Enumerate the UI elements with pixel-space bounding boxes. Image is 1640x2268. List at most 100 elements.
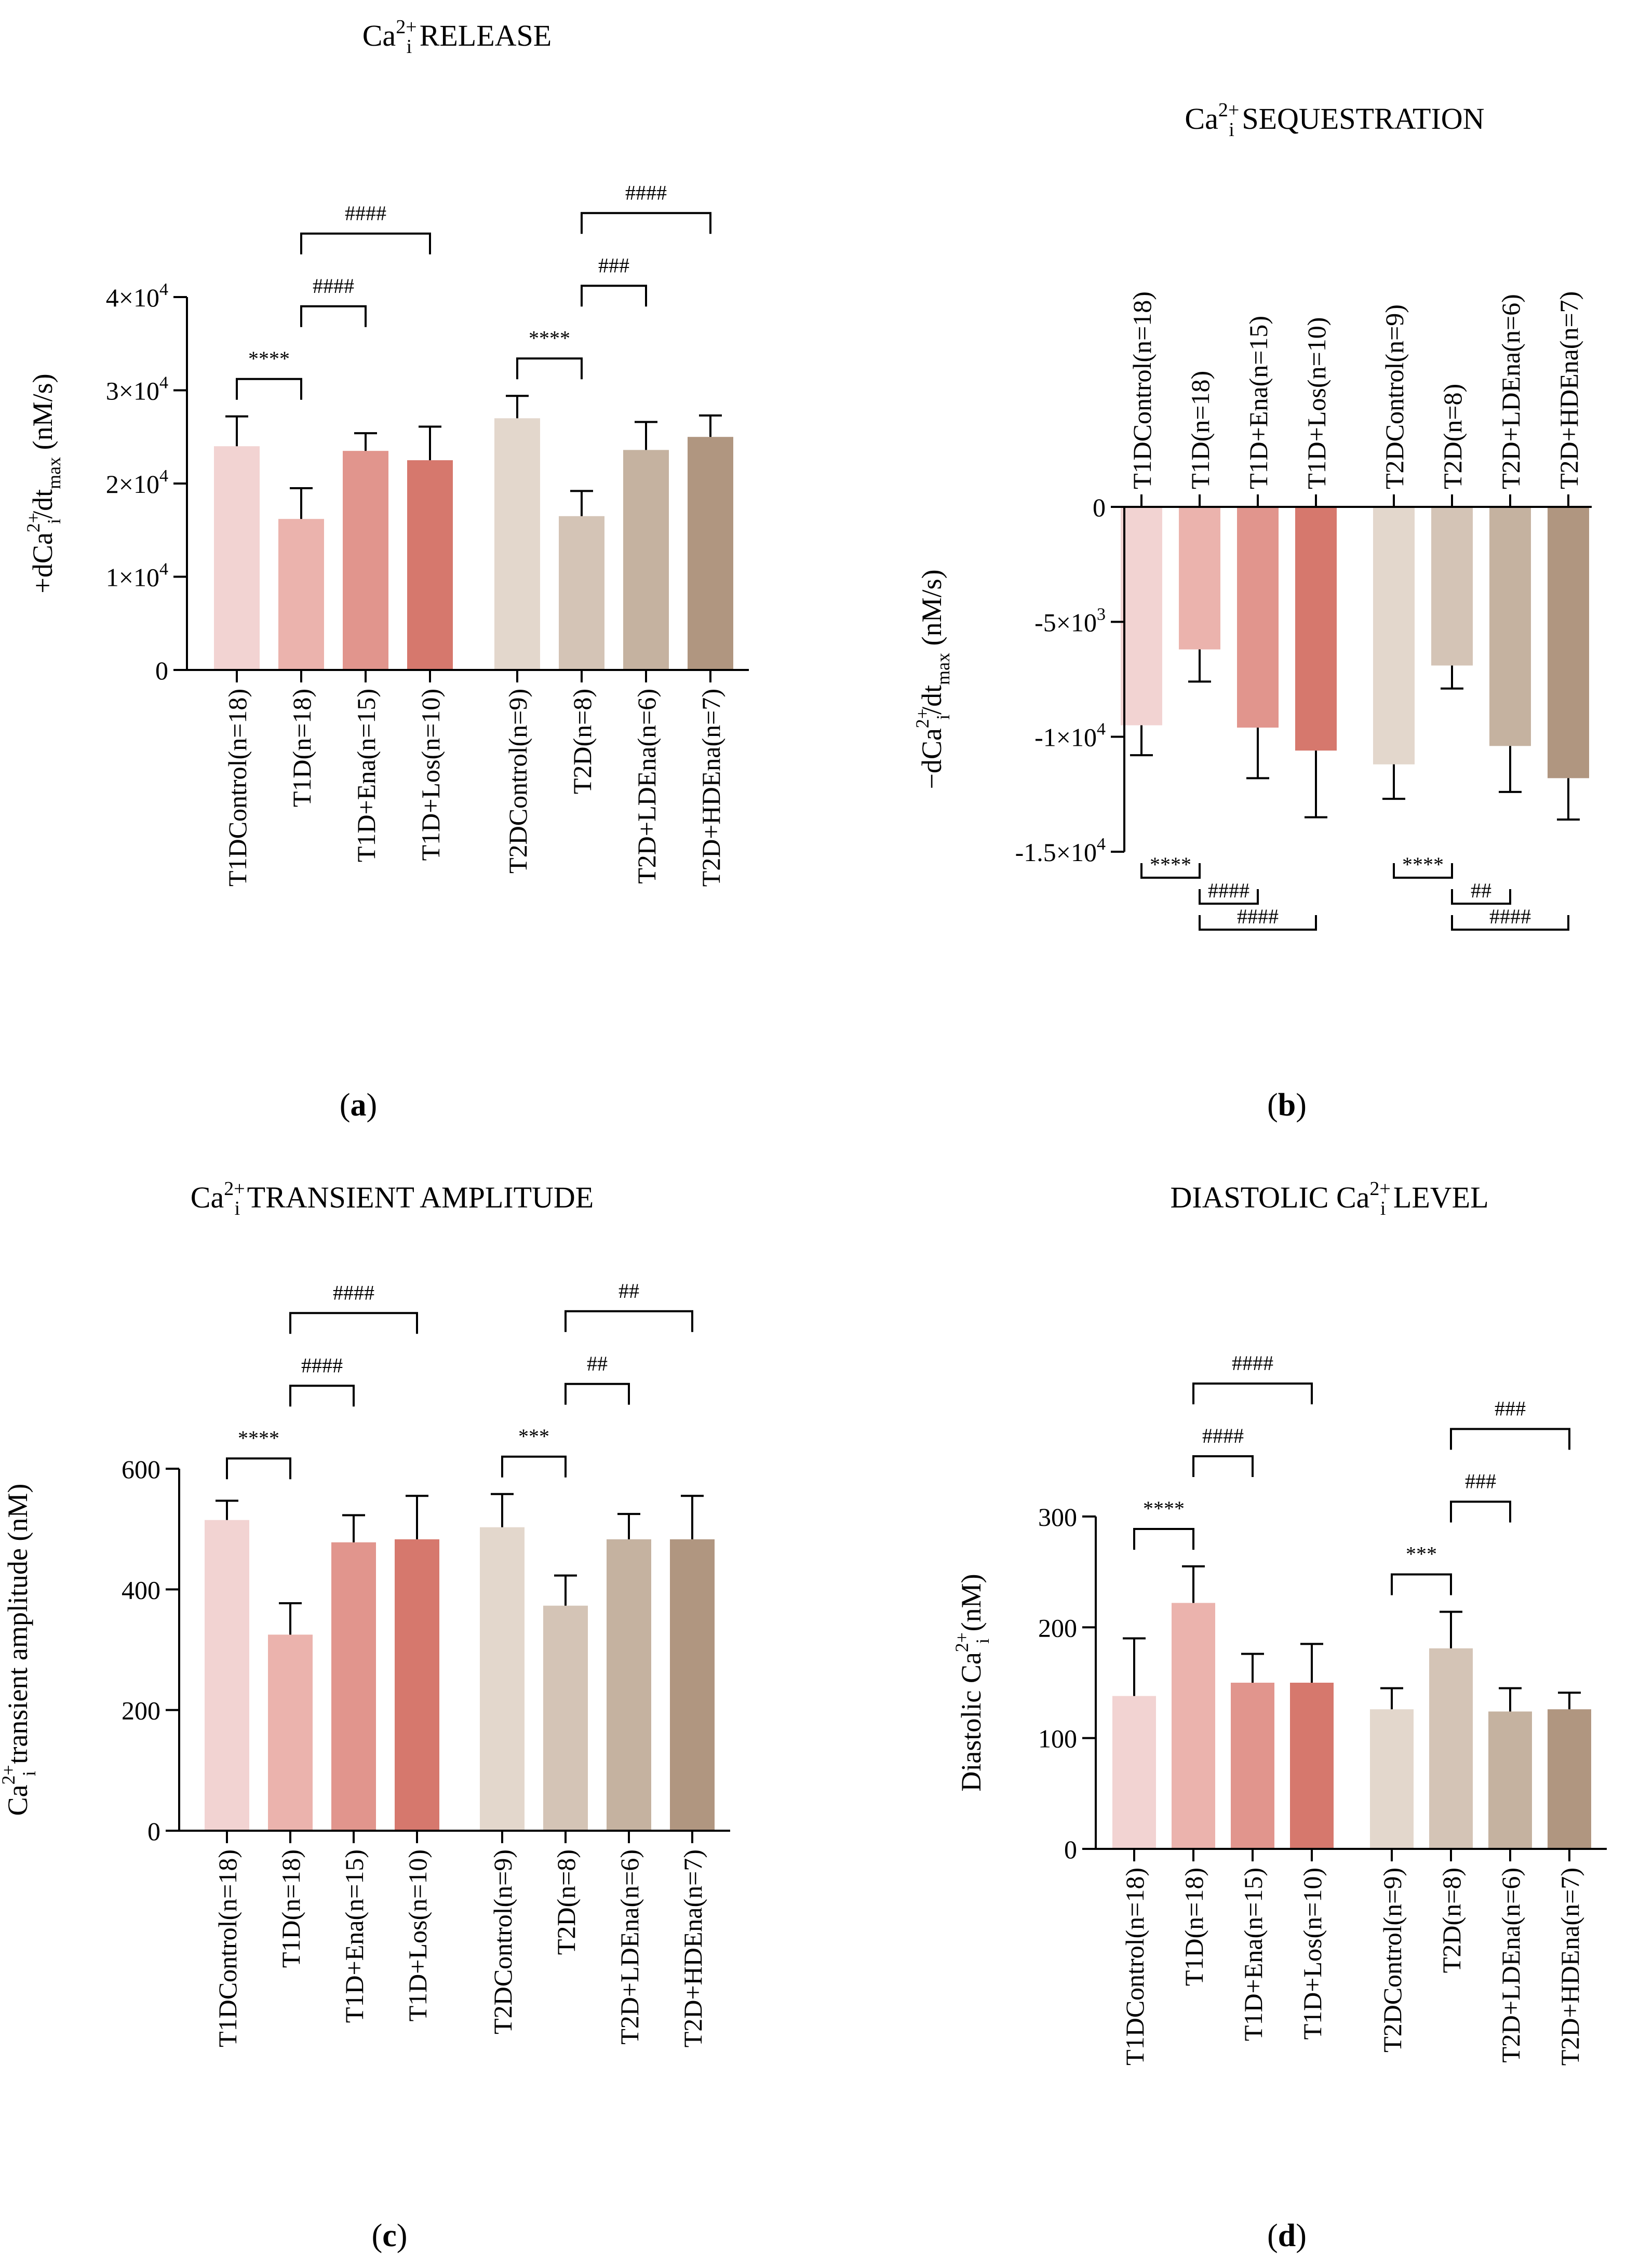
bracket-line bbox=[289, 1385, 355, 1407]
category-label-5: T2DControl(n=9) bbox=[1378, 1868, 1407, 2052]
bracket-line bbox=[1451, 915, 1569, 931]
category-label-3: T1D+Ena(n=15) bbox=[1239, 1868, 1268, 2041]
bracket-line bbox=[581, 212, 711, 234]
y-tick-label-3: 200 bbox=[1038, 1613, 1077, 1642]
bar-2 bbox=[268, 1634, 313, 1831]
significance-label: #### bbox=[1208, 879, 1249, 902]
bar-2 bbox=[1172, 1603, 1215, 1849]
significance-bracket-1: **** bbox=[226, 1426, 291, 1480]
bracket-line bbox=[1451, 889, 1511, 905]
bar-6 bbox=[543, 1605, 588, 1831]
y-tick-label-2: 1×104 bbox=[106, 560, 168, 592]
significance-bracket-2: #### bbox=[289, 1353, 355, 1407]
y-tick-label-1: 0 bbox=[155, 656, 168, 685]
panel-label: (a) bbox=[340, 1088, 377, 1123]
panel-label: (b) bbox=[1267, 1088, 1307, 1123]
bracket-line bbox=[501, 1455, 567, 1478]
category-label-8: T2D+HDEna(n=7) bbox=[678, 1849, 707, 2047]
significance-bracket-6: ## bbox=[564, 1279, 693, 1332]
bracket-line bbox=[1199, 889, 1259, 905]
significance-bracket-1: **** bbox=[236, 347, 302, 400]
bar-5 bbox=[1373, 507, 1415, 764]
category-label-8: T2D+HDEna(n=7) bbox=[696, 689, 725, 887]
category-label-6: T2D(n=8) bbox=[568, 689, 597, 794]
bar-5 bbox=[480, 1527, 525, 1831]
significance-label: ## bbox=[587, 1352, 608, 1375]
bar-4 bbox=[1295, 507, 1337, 751]
bar-8 bbox=[1548, 1709, 1591, 1849]
bar-4 bbox=[407, 460, 453, 670]
bar-6 bbox=[559, 516, 604, 670]
significance-bracket-5: ## bbox=[1451, 879, 1511, 905]
category-label-2: T1D(n=18) bbox=[1186, 371, 1215, 489]
category-label-7: T2D+LDEna(n=6) bbox=[632, 689, 661, 884]
bar-8 bbox=[670, 1539, 715, 1831]
category-label-3: T1D+Ena(n=15) bbox=[352, 689, 381, 862]
category-label-2: T1D(n=18) bbox=[276, 1849, 305, 1968]
bar-7 bbox=[623, 450, 669, 670]
category-label-4: T1D+Los(n=10) bbox=[416, 689, 445, 861]
significance-label: #### bbox=[1489, 905, 1531, 928]
significance-label: ### bbox=[1495, 1397, 1526, 1420]
significance-label: #### bbox=[1232, 1351, 1273, 1375]
significance-bracket-1: **** bbox=[1140, 853, 1201, 879]
y-tick-label-1: 0 bbox=[147, 1817, 160, 1846]
significance-bracket-6: #### bbox=[1451, 905, 1569, 931]
y-tick-label-2: 100 bbox=[1038, 1724, 1077, 1753]
significance-bracket-4: **** bbox=[1393, 853, 1453, 879]
bar-3 bbox=[331, 1542, 376, 1831]
significance-label: ### bbox=[1465, 1469, 1496, 1493]
category-label-4: T1D+Los(n=10) bbox=[1302, 317, 1331, 489]
y-tick-label-2: 200 bbox=[122, 1696, 160, 1725]
significance-label: *** bbox=[518, 1425, 549, 1448]
bracket-line bbox=[1140, 863, 1201, 879]
significance-label: *** bbox=[1406, 1542, 1437, 1565]
significance-label: **** bbox=[1150, 853, 1191, 876]
category-label-1: T1DControl(n=18) bbox=[213, 1849, 242, 2047]
chart-panel-c: Ca2+ i TRANSIENT AMPLITUDE 0 200 400 600 T1DCo… bbox=[0, 1178, 730, 2253]
panel-label: (c) bbox=[372, 2218, 408, 2253]
category-label-7: T2D+LDEna(n=6) bbox=[1496, 1868, 1525, 2063]
chart-title: DIASTOLIC Ca2+ i LEVEL bbox=[1170, 1178, 1488, 1219]
bracket-line bbox=[1393, 863, 1453, 879]
y-tick-label-1: 0 bbox=[1093, 493, 1106, 522]
bracket-line bbox=[564, 1383, 630, 1405]
category-label-2: T1D(n=18) bbox=[287, 689, 316, 807]
category-label-4: T1D+Los(n=10) bbox=[1298, 1868, 1327, 2039]
y-tick-label-3: 400 bbox=[122, 1575, 160, 1604]
category-label-6: T2D(n=8) bbox=[552, 1849, 581, 1955]
y-tick-label-4: 300 bbox=[1038, 1502, 1077, 1532]
bracket-line bbox=[1192, 1383, 1313, 1404]
significance-label: #### bbox=[345, 202, 386, 225]
category-label-6: T2D(n=8) bbox=[1437, 1868, 1466, 1973]
significance-label: #### bbox=[301, 1353, 343, 1377]
bar-5 bbox=[494, 418, 540, 670]
significance-label: **** bbox=[248, 347, 290, 370]
category-label-8: T2D+HDEna(n=7) bbox=[1555, 1868, 1584, 2065]
significance-bracket-1: **** bbox=[1133, 1497, 1194, 1550]
bracket-line bbox=[581, 285, 647, 307]
y-tick-label-3: 2×104 bbox=[106, 466, 168, 499]
significance-bracket-6: ### bbox=[1450, 1397, 1570, 1450]
bar-7 bbox=[1489, 507, 1531, 746]
significance-bracket-6: #### bbox=[581, 181, 711, 234]
bar-8 bbox=[688, 437, 733, 670]
bar-1 bbox=[1112, 1696, 1156, 1849]
significance-bracket-5: ## bbox=[564, 1352, 630, 1405]
chart-title: Ca2+ i SEQUESTRATION bbox=[1185, 99, 1484, 141]
category-label-6: T2D(n=8) bbox=[1438, 384, 1467, 489]
y-axis-label: −dCa2+i/dtmax (nM/s) bbox=[912, 569, 953, 789]
significance-bracket-3: #### bbox=[289, 1281, 418, 1334]
bar-6 bbox=[1429, 1648, 1473, 1849]
significance-bracket-3: #### bbox=[1199, 905, 1317, 931]
category-label-1: T1DControl(n=18) bbox=[223, 689, 252, 887]
category-label-3: T1D+Ena(n=15) bbox=[1244, 316, 1273, 489]
y-tick-label-3: -1×104 bbox=[1034, 720, 1106, 752]
bracket-line bbox=[1199, 915, 1317, 931]
bracket-line bbox=[1450, 1428, 1570, 1450]
bracket-line bbox=[516, 357, 583, 380]
significance-label: ## bbox=[1471, 879, 1491, 902]
category-label-1: T1DControl(n=18) bbox=[1127, 291, 1157, 489]
significance-label: #### bbox=[625, 181, 667, 204]
